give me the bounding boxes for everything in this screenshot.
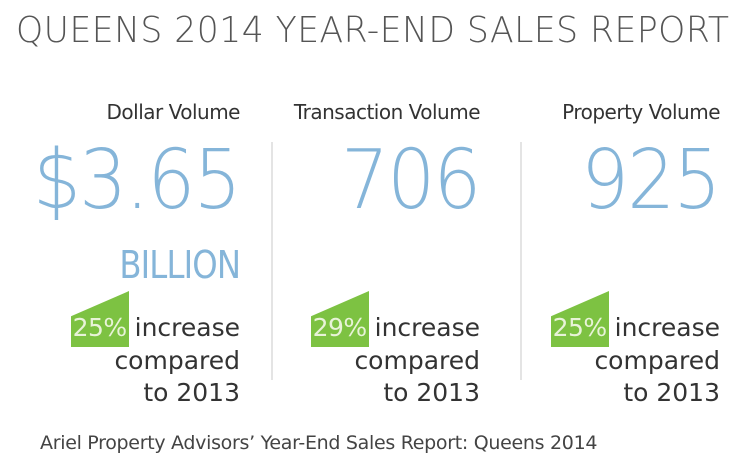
- change-line-3: to 2013: [623, 378, 720, 407]
- stat-heading: Property Volume: [562, 100, 720, 124]
- change-percent: 29%: [312, 313, 368, 342]
- increase-badge: 25%: [550, 290, 609, 347]
- stat-change: 29% increase compared to 2013: [310, 290, 480, 410]
- change-line-3: to 2013: [383, 378, 480, 407]
- change-word: increase: [374, 313, 480, 342]
- change-line-2: compared: [594, 345, 720, 375]
- change-word: increase: [614, 313, 720, 342]
- stat-change: 25% increase compared to 2013: [550, 290, 720, 410]
- report-title: QUEENS 2014 YEAR-END SALES REPORT: [16, 10, 730, 51]
- column-divider: [520, 142, 522, 380]
- stat-transaction-volume: Transaction Volume 706 29% increase comp…: [290, 0, 482, 468]
- change-word: increase: [134, 313, 240, 342]
- change-percent: 25%: [72, 313, 128, 342]
- stat-heading: Dollar Volume: [106, 100, 241, 124]
- change-line-2: compared: [354, 345, 480, 375]
- stat-value: 706: [341, 133, 482, 228]
- increase-arrow-icon: [550, 290, 609, 347]
- stat-value: 925: [581, 133, 722, 228]
- increase-arrow-icon: [70, 290, 129, 347]
- stat-heading: Transaction Volume: [293, 100, 481, 124]
- stat-dollar-volume: Dollar Volume $3.65 BILLION 25% increase…: [20, 0, 242, 468]
- stat-property-volume: Property Volume 925 25% increase compare…: [540, 0, 722, 468]
- report-caption: Ariel Property Advisors’ Year-End Sales …: [40, 432, 598, 454]
- stat-unit: BILLION: [119, 243, 241, 287]
- increase-badge: 25%: [70, 290, 129, 347]
- column-divider: [271, 142, 273, 380]
- stat-value: $3.65: [33, 133, 242, 228]
- increase-arrow-icon: [310, 290, 369, 347]
- increase-badge: 29%: [310, 290, 369, 347]
- change-line-3: to 2013: [143, 378, 240, 407]
- change-percent: 25%: [552, 313, 608, 342]
- stat-change: 25% increase compared to 2013: [70, 290, 240, 410]
- change-line-2: compared: [114, 345, 240, 375]
